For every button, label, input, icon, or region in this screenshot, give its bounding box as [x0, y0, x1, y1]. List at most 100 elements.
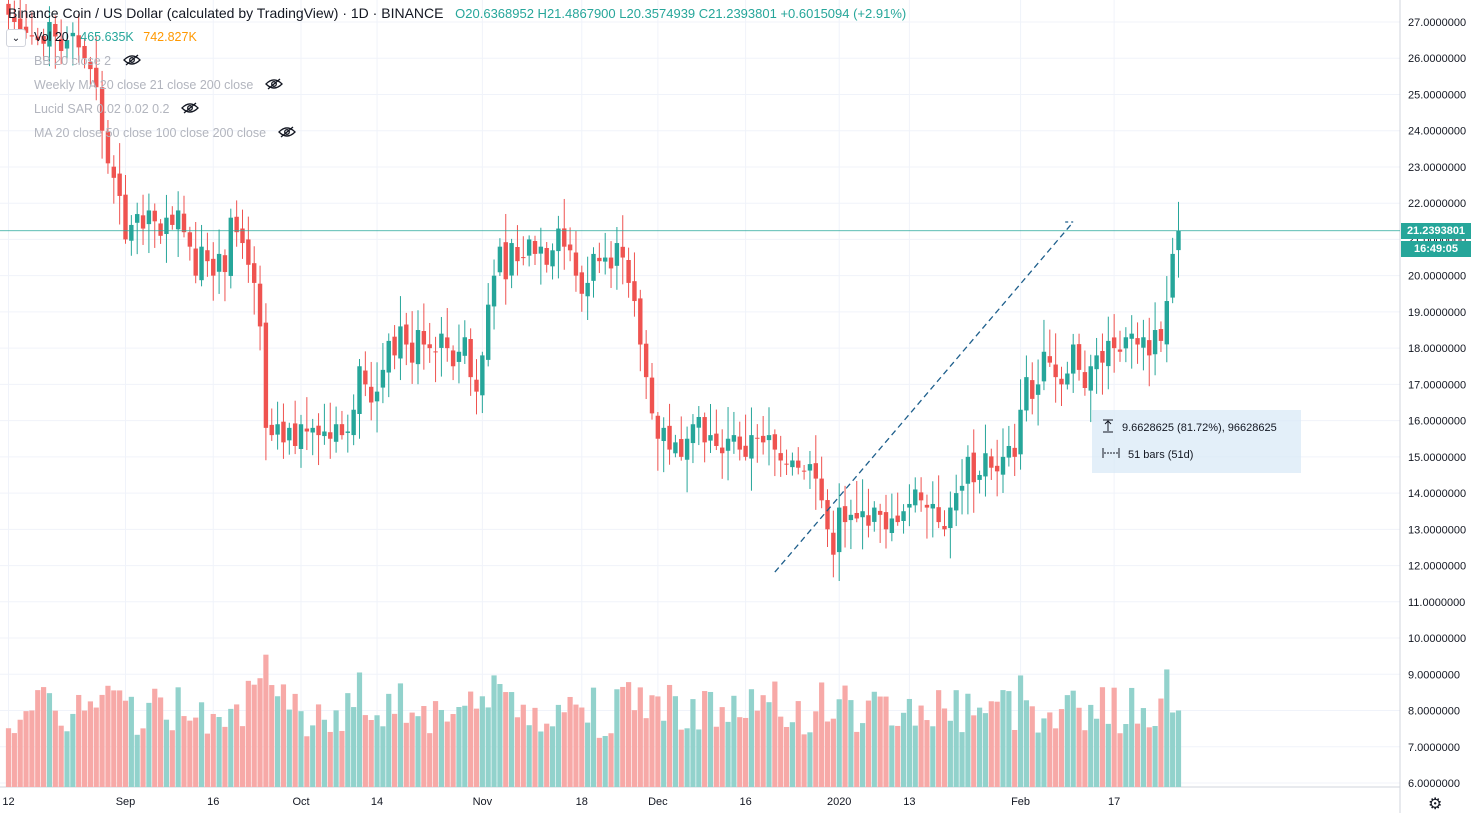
volume-bar	[280, 684, 287, 787]
candle-body	[158, 223, 163, 236]
hidden-eye-icon[interactable]	[181, 102, 199, 117]
volume-bar	[971, 715, 977, 787]
candle-body	[23, 26, 29, 33]
candle-body	[877, 510, 883, 515]
volume-bar	[362, 715, 368, 787]
volume-bar	[257, 678, 263, 787]
candle-body	[433, 351, 438, 353]
volume-bar	[579, 707, 585, 787]
legend-collapse-button[interactable]: ⌄	[6, 29, 26, 47]
volume-bar	[842, 685, 848, 787]
volume-bar	[807, 732, 813, 787]
candle-body	[603, 257, 608, 262]
volume-bar	[1053, 728, 1059, 787]
candle-body	[1111, 337, 1117, 349]
volume-bar	[111, 690, 117, 787]
volume-bar	[345, 693, 351, 787]
volume-bar	[169, 730, 175, 787]
volume-bar	[339, 730, 345, 787]
candle-body	[491, 275, 497, 307]
y-tick-label: 11.0000000	[1408, 597, 1465, 609]
volume-bar	[64, 731, 70, 787]
volume-bar	[146, 702, 152, 787]
candle-body	[6, 3, 11, 15]
candle-body	[287, 427, 292, 441]
settings-gear-icon[interactable]: ⚙	[1428, 796, 1443, 813]
volume-bar	[684, 728, 690, 787]
legend-indicator-ma[interactable]: MA 20 close 50 close 100 close 200 close	[34, 126, 296, 141]
candle-body	[591, 253, 596, 281]
volume-bar	[228, 708, 234, 787]
x-tick-label: 13	[903, 796, 915, 808]
candle-body	[1041, 351, 1047, 382]
candle-body	[702, 417, 707, 443]
y-tick-label: 13.0000000	[1408, 524, 1466, 536]
candle-body	[959, 485, 965, 491]
candle-body	[684, 438, 690, 460]
volume-bar	[1094, 718, 1100, 787]
candle-body	[532, 241, 538, 254]
y-tick-label: 27.0000000	[1408, 17, 1466, 29]
volume-bar	[766, 702, 772, 787]
y-tick-label: 6.0000000	[1408, 778, 1460, 790]
candle-body	[462, 337, 467, 356]
volume-bar	[555, 704, 561, 787]
volume-bar	[1058, 709, 1065, 787]
volume-bar	[918, 705, 924, 787]
legend-volume[interactable]: Vol 20 465.635K 742.827K	[34, 30, 197, 44]
volume-bar	[602, 736, 608, 787]
y-tick-label: 7.0000000	[1408, 742, 1460, 754]
legend-indicator-lucid-sar[interactable]: Lucid SAR 0.02 0.02 0.2	[34, 102, 199, 117]
candle-body	[1071, 344, 1076, 374]
volume-bar	[87, 701, 93, 787]
candle-body	[673, 442, 678, 454]
volume-bar	[298, 711, 304, 787]
candle-body	[872, 507, 877, 522]
candle-body	[216, 253, 222, 272]
volume-bar	[930, 726, 936, 787]
volume-bar	[1017, 675, 1024, 787]
candle-body	[1158, 329, 1164, 341]
candle-body	[439, 333, 444, 348]
volume-bar	[707, 691, 714, 787]
candle-body	[614, 243, 620, 266]
volume-bar	[830, 718, 836, 787]
candle-body	[743, 445, 748, 457]
candle-body	[205, 250, 210, 262]
volume-bar	[959, 732, 965, 787]
volume-bar	[117, 690, 123, 787]
candle-body	[731, 435, 737, 442]
volume-bar	[234, 704, 240, 787]
candle-body	[521, 257, 526, 259]
volume-bar	[1117, 733, 1123, 787]
candle-body	[889, 518, 895, 533]
candle-body	[228, 217, 233, 276]
volume-bar	[468, 691, 474, 787]
hidden-eye-icon[interactable]	[277, 126, 296, 141]
legend-indicator-weekly-ma[interactable]: Weekly MA 20 close 21 close 200 close	[34, 78, 283, 93]
hidden-eye-icon[interactable]	[264, 78, 283, 93]
candle-body	[720, 447, 725, 454]
legend-indicator-bb[interactable]: BB 20 close 2	[34, 54, 141, 69]
volume-bar	[134, 734, 140, 787]
candle-body	[211, 258, 216, 276]
candle-body	[1094, 355, 1099, 370]
volume-bar	[848, 700, 854, 787]
candle-body	[164, 217, 169, 235]
candle-body	[1170, 253, 1175, 298]
hidden-eye-icon[interactable]	[122, 54, 141, 69]
volume-bar	[35, 690, 41, 787]
indicator-label: BB 20 close 2	[34, 54, 112, 68]
x-tick-label: Sep	[116, 796, 136, 808]
volume-bar	[304, 736, 310, 787]
y-tick-label: 24.0000000	[1408, 126, 1466, 138]
volume-bar	[789, 722, 795, 787]
volume-bar	[187, 720, 193, 787]
bar-range-icon	[1102, 447, 1120, 462]
volume-bar	[450, 714, 456, 787]
volume-bar	[544, 723, 550, 787]
candle-body	[1030, 380, 1035, 399]
candle-body	[825, 500, 830, 530]
volume-bar	[397, 683, 404, 787]
